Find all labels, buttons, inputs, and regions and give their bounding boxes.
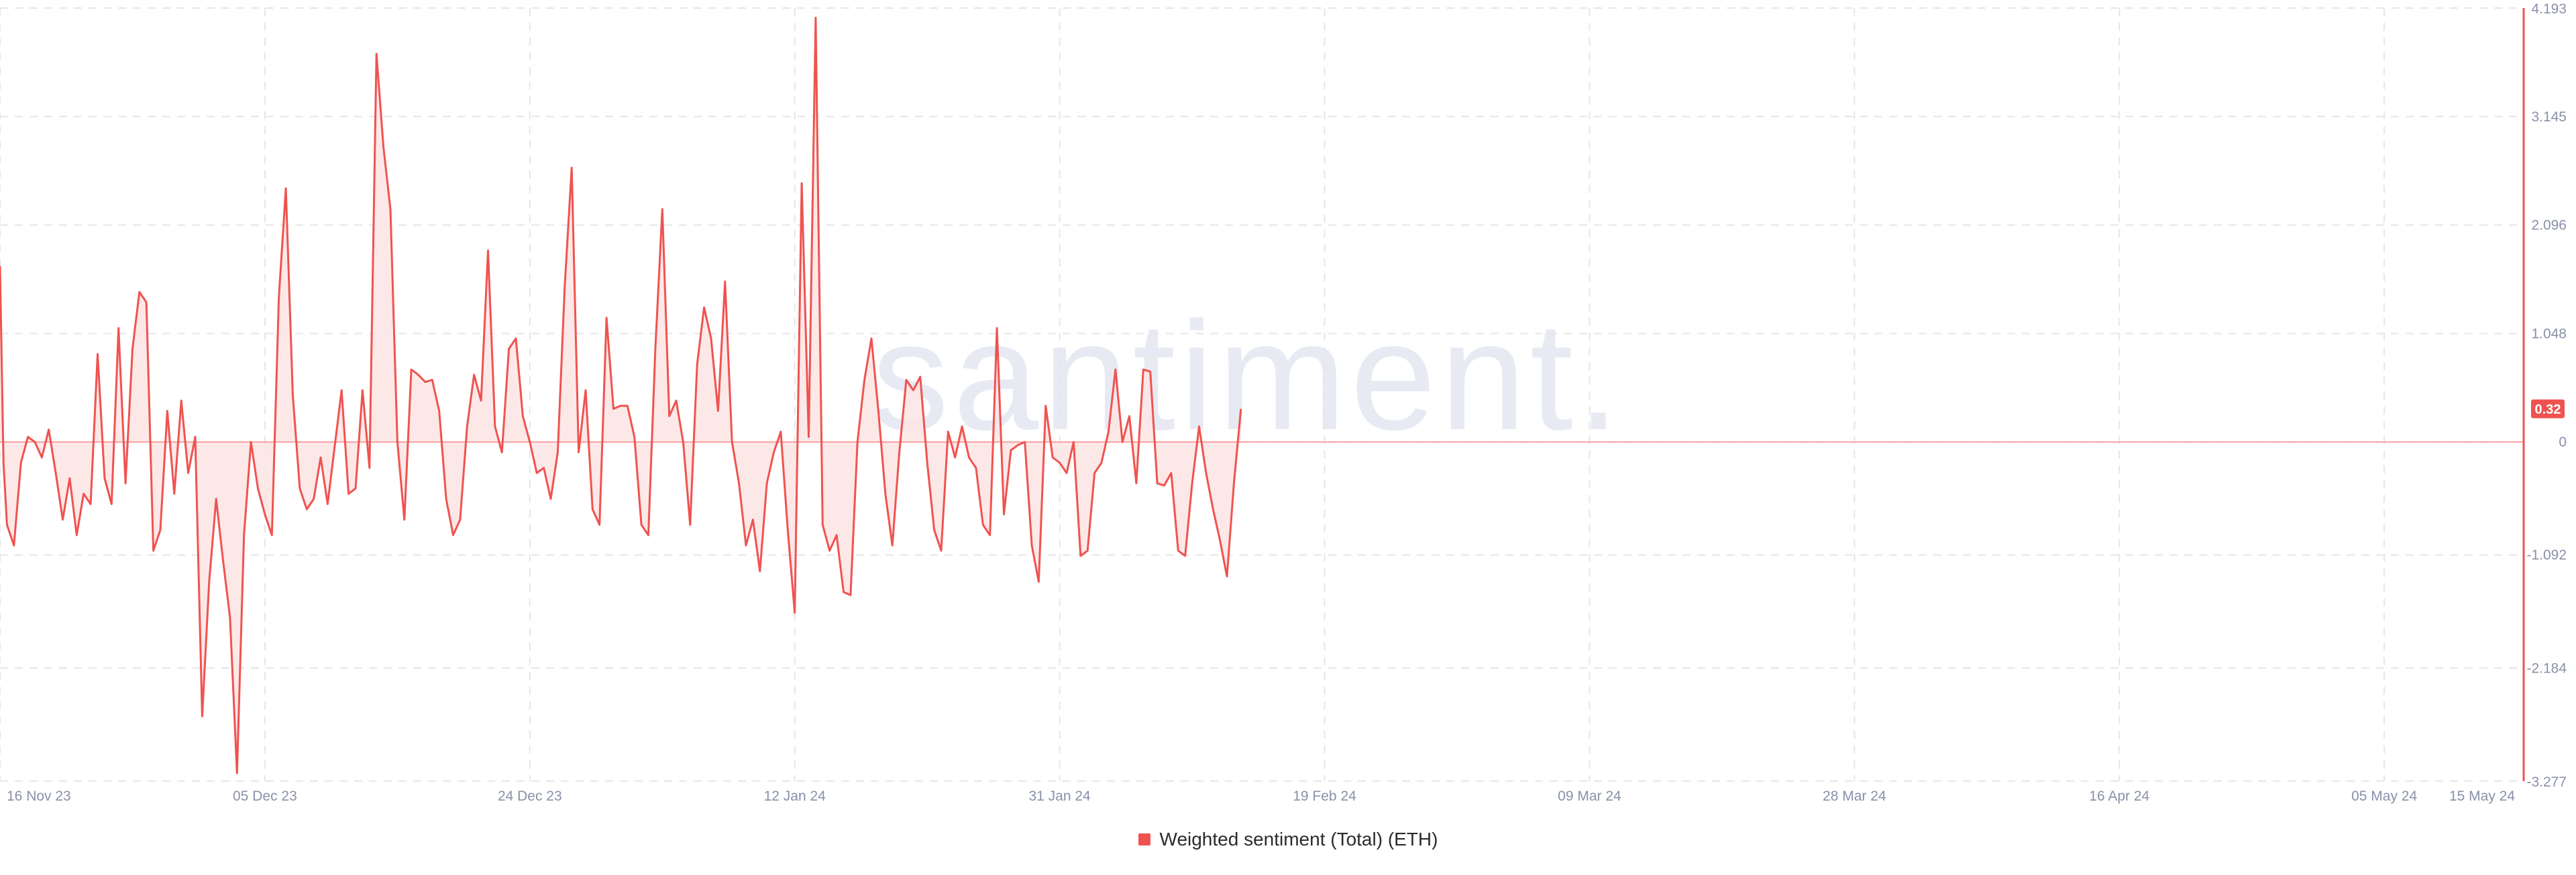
y-tick-label: 1.048 xyxy=(2531,326,2567,341)
x-tick-label: 16 Nov 23 xyxy=(7,789,71,804)
santiment-watermark: santiment. xyxy=(871,290,1623,462)
x-tick-label: 05 Dec 23 xyxy=(233,789,297,804)
x-tick-label: 16 Apr 24 xyxy=(2089,789,2149,804)
x-tick-label: 12 Jan 24 xyxy=(764,789,826,804)
area-layer xyxy=(0,16,2524,774)
x-tick-label: 05 May 24 xyxy=(2351,789,2417,804)
x-tick-label: 15 May 24 xyxy=(2449,789,2515,804)
y-tick-label: -2.184 xyxy=(2526,660,2567,676)
x-tick-label: 28 Mar 24 xyxy=(1823,789,1886,804)
x-tick-label: 24 Dec 23 xyxy=(498,789,562,804)
y-tick-label: 2.096 xyxy=(2531,218,2567,233)
legend-label: Weighted sentiment (Total) (ETH) xyxy=(1159,829,1438,850)
y-tick-label: 4.193 xyxy=(2531,1,2567,17)
x-tick-label: 19 Feb 24 xyxy=(1293,789,1356,804)
x-tick-label: 09 Mar 24 xyxy=(1558,789,1621,804)
axes: 0.32 xyxy=(2522,8,2565,781)
y-tick-label: -1.092 xyxy=(2526,548,2567,563)
sentiment-line[interactable] xyxy=(0,16,1242,774)
y-tick-label: 3.145 xyxy=(2531,109,2567,125)
last-value-label: 0.32 xyxy=(2535,402,2561,417)
x-tick-label: 31 Jan 24 xyxy=(1028,789,1091,804)
legend-swatch xyxy=(1138,833,1150,845)
tick-labels: 16 Nov 23 05 Dec 23 24 Dec 23 12 Jan 24 31 J… xyxy=(7,1,2567,804)
y-tick-label: 0 xyxy=(2559,434,2567,450)
last-value-badge xyxy=(2531,399,2565,418)
chart-legend[interactable]: Weighted sentiment (Total) (ETH) xyxy=(0,826,2576,853)
y-tick-label: -3.277 xyxy=(2526,774,2567,790)
